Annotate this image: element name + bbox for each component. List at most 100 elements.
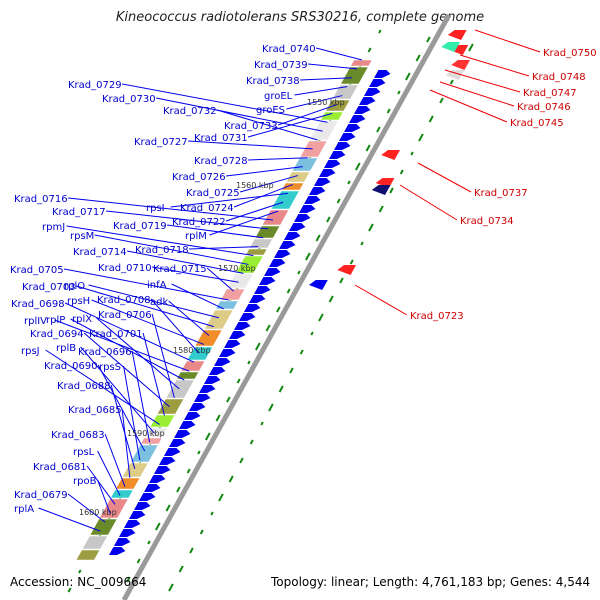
gene-label-rpla[interactable]: rplA (14, 504, 34, 515)
forward-gene-arrow[interactable] (268, 259, 286, 267)
gene-label-krad-0706[interactable]: Krad_0706 (98, 310, 152, 321)
gene-label-krad-0726[interactable]: Krad_0726 (172, 172, 226, 183)
gene-label-groes[interactable]: groES (256, 105, 285, 116)
forward-gene-arrow[interactable] (348, 115, 366, 123)
gene-label-rplm[interactable]: rplM (185, 231, 207, 242)
gene-label-krad-0725[interactable]: Krad_0725 (186, 188, 240, 199)
forward-gene-arrow[interactable] (303, 196, 321, 204)
gene-label-krad-0727[interactable]: Krad_0727 (134, 137, 188, 148)
gene-block[interactable] (245, 248, 268, 256)
forward-gene-arrow[interactable] (308, 187, 326, 195)
forward-gene-arrow[interactable] (323, 160, 341, 168)
gene-label-adk[interactable]: adk (150, 297, 168, 308)
forward-gene-arrow[interactable] (298, 205, 316, 213)
forward-gene-arrow[interactable] (363, 88, 381, 96)
gene-block[interactable] (149, 414, 176, 428)
gene-label-krad-0685[interactable]: Krad_0685 (68, 405, 122, 416)
gene-label-krad-0730[interactable]: Krad_0730 (102, 94, 156, 105)
gene-block[interactable] (235, 255, 264, 274)
gene-block[interactable] (340, 66, 369, 85)
gene-label-rpsj[interactable]: rpsJ (21, 346, 40, 357)
forward-gene-arrow[interactable] (273, 250, 291, 258)
forward-gene-arrow[interactable] (333, 142, 351, 150)
gene-label-krad-0746[interactable]: Krad_0746 (517, 102, 571, 113)
gene-label-krad-0719[interactable]: Krad_0719 (113, 221, 167, 232)
gene-label-rplx[interactable]: rplX (72, 314, 92, 325)
reverse-gene-arrow[interactable] (445, 70, 465, 80)
gene-label-krad-0745[interactable]: Krad_0745 (510, 118, 564, 129)
forward-gene-arrow[interactable] (213, 358, 231, 366)
gene-block[interactable] (215, 300, 239, 310)
forward-gene-arrow[interactable] (163, 448, 181, 456)
gene-block[interactable] (99, 498, 129, 519)
gene-label-rpsl[interactable]: rpsL (73, 447, 95, 458)
gene-label-krad-0723[interactable]: Krad_0723 (410, 311, 464, 322)
reverse-gene-arrow[interactable] (441, 42, 460, 52)
forward-gene-arrow[interactable] (183, 412, 201, 420)
forward-gene-arrow[interactable] (293, 214, 311, 222)
gene-label-krad-0708[interactable]: Krad_0708 (97, 295, 151, 306)
gene-block[interactable] (204, 309, 234, 330)
gene-block[interactable] (270, 190, 300, 210)
forward-gene-arrow[interactable] (283, 232, 301, 240)
gene-label-krad-0703[interactable]: Krad_0703 (22, 282, 76, 293)
gene-label-rpss[interactable]: rpsS (99, 362, 121, 373)
gene-label-krad-0679[interactable]: Krad_0679 (14, 490, 68, 501)
gene-label-krad-0728[interactable]: Krad_0728 (194, 156, 248, 167)
gene-label-rpsi[interactable]: rpsI (146, 203, 165, 214)
gene-label-krad-0731[interactable]: Krad_0731 (194, 133, 248, 144)
gene-label-krad-0718[interactable]: Krad_0718 (135, 245, 189, 256)
forward-gene-arrow[interactable] (228, 331, 246, 339)
forward-gene-arrow[interactable] (278, 241, 296, 249)
gene-block[interactable] (285, 171, 311, 183)
gene-block[interactable] (350, 59, 373, 67)
forward-gene-arrow[interactable] (233, 322, 251, 330)
reverse-gene-arrow[interactable] (337, 265, 357, 275)
forward-gene-arrow[interactable] (318, 169, 336, 177)
gene-label-krad-0696[interactable]: Krad_0696 (78, 347, 132, 358)
forward-gene-arrow[interactable] (113, 538, 131, 546)
forward-gene-arrow[interactable] (138, 493, 156, 501)
gene-label-groel[interactable]: groEL (264, 91, 293, 102)
gene-label-krad-0740[interactable]: Krad_0740 (262, 44, 316, 55)
forward-gene-arrow[interactable] (358, 97, 376, 105)
forward-gene-arrow[interactable] (328, 151, 346, 159)
reverse-gene-arrow[interactable] (451, 60, 470, 70)
gene-block[interactable] (320, 111, 344, 121)
gene-label-krad-0690[interactable]: Krad_0690 (44, 361, 98, 372)
forward-gene-arrow[interactable] (203, 376, 221, 384)
forward-gene-arrow[interactable] (188, 403, 206, 411)
forward-gene-arrow[interactable] (263, 268, 281, 276)
gene-label-rpsm[interactable]: rpsM (70, 231, 94, 242)
forward-gene-arrow[interactable] (128, 511, 146, 519)
forward-gene-arrow[interactable] (143, 484, 161, 492)
gene-block[interactable] (249, 238, 273, 249)
forward-gene-arrow[interactable] (153, 466, 171, 474)
forward-gene-arrow[interactable] (198, 385, 216, 393)
forward-gene-arrow[interactable] (343, 124, 361, 132)
forward-gene-arrow[interactable] (158, 457, 176, 465)
forward-gene-arrow[interactable] (208, 367, 226, 375)
gene-label-krad-0733[interactable]: Krad_0733 (224, 121, 278, 132)
gene-label-krad-0739[interactable]: Krad_0739 (254, 60, 308, 71)
gene-label-krad-0722[interactable]: Krad_0722 (172, 217, 226, 228)
gene-label-krad-0717[interactable]: Krad_0717 (52, 207, 106, 218)
gene-label-krad-0710[interactable]: Krad_0710 (98, 263, 152, 274)
gene-block[interactable] (261, 209, 290, 226)
forward-gene-arrow[interactable] (218, 349, 236, 357)
gene-block[interactable] (186, 346, 213, 361)
gene-block[interactable] (291, 157, 318, 172)
gene-label-krad-0694[interactable]: Krad_0694 (30, 329, 84, 340)
gene-block[interactable] (299, 140, 328, 158)
gene-label-krad-0747[interactable]: Krad_0747 (523, 88, 577, 99)
gene-label-krad-0729[interactable]: Krad_0729 (68, 80, 122, 91)
reverse-gene-arrow[interactable] (447, 30, 467, 40)
forward-gene-arrow[interactable] (258, 277, 276, 285)
gene-label-krad-0734[interactable]: Krad_0734 (460, 216, 514, 227)
reverse-gene-arrow[interactable] (308, 280, 328, 290)
forward-gene-arrow[interactable] (368, 79, 386, 87)
gene-label-krad-0748[interactable]: Krad_0748 (532, 72, 586, 83)
gene-label-krad-0715[interactable]: Krad_0715 (153, 264, 207, 275)
gene-block[interactable] (144, 427, 168, 438)
gene-label-rpmj[interactable]: rpmJ (42, 222, 65, 233)
